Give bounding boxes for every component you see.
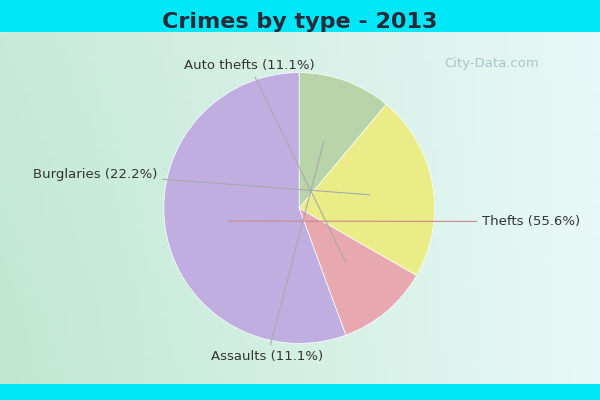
Text: Assaults (11.1%): Assaults (11.1%)	[211, 141, 324, 364]
Wedge shape	[299, 104, 434, 276]
Text: Burglaries (22.2%): Burglaries (22.2%)	[33, 168, 370, 195]
Wedge shape	[299, 208, 416, 335]
Wedge shape	[164, 73, 346, 343]
Wedge shape	[299, 73, 386, 208]
Text: Thefts (55.6%): Thefts (55.6%)	[229, 215, 580, 228]
Text: City-Data.com: City-Data.com	[445, 58, 539, 70]
Text: Auto thefts (11.1%): Auto thefts (11.1%)	[184, 59, 346, 262]
Text: Crimes by type - 2013: Crimes by type - 2013	[163, 12, 437, 32]
